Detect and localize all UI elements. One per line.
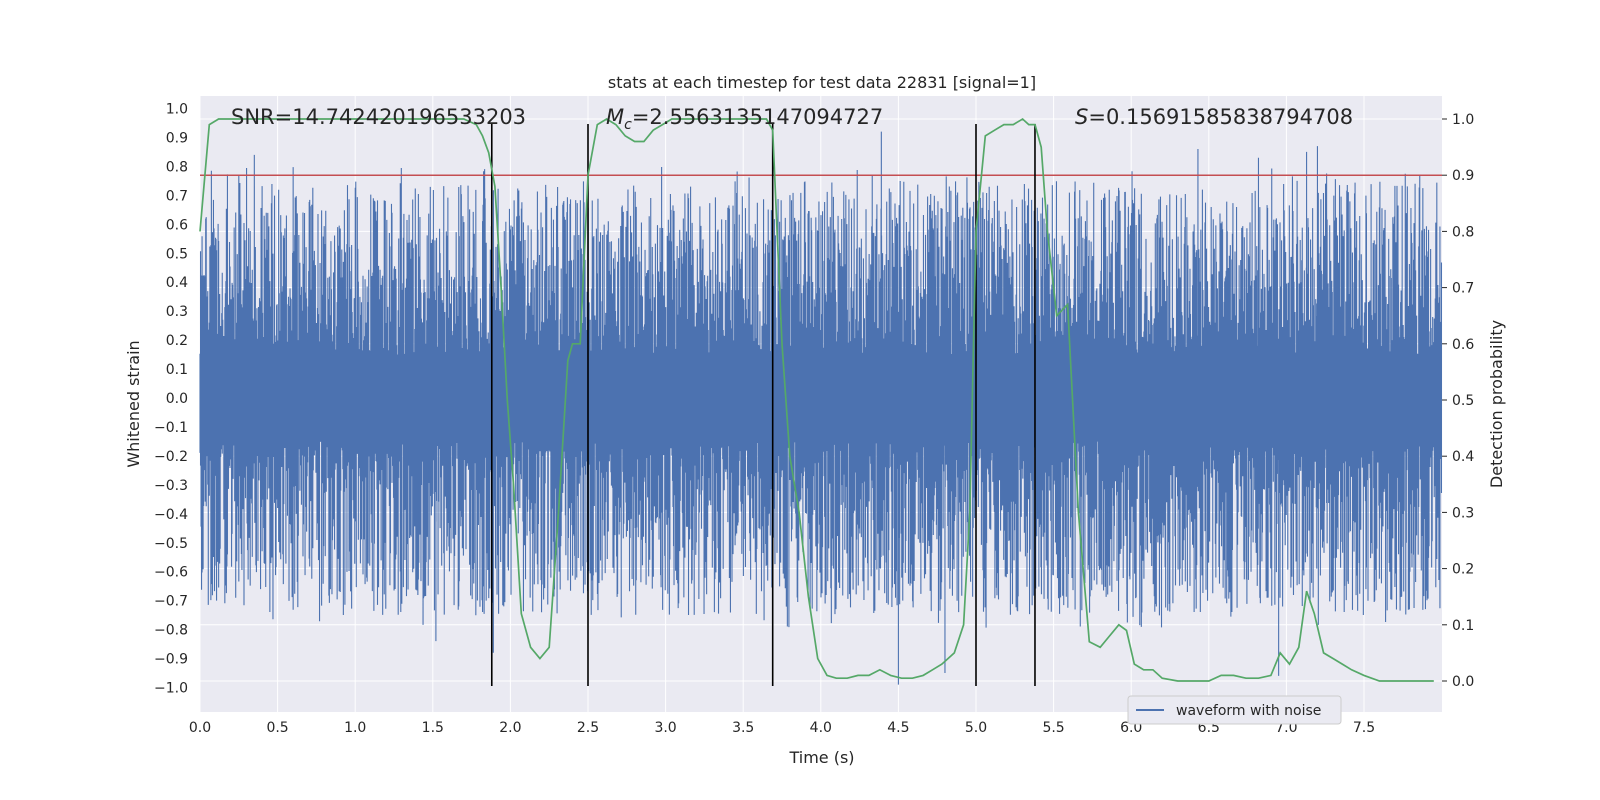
y-tick-label: −0.3 — [154, 478, 188, 494]
x-tick-label: 0.5 — [266, 720, 288, 736]
s-annotation: S=0.15691585838794708 — [1075, 105, 1353, 129]
y2-tick-label: 0.3 — [1452, 505, 1474, 521]
x-tick-label: 4.0 — [810, 720, 832, 736]
y2-tick-label: 0.0 — [1452, 674, 1474, 690]
x-tick-label: 7.5 — [1353, 720, 1375, 736]
x-tick-label: 1.0 — [344, 720, 366, 736]
legend-box — [1127, 695, 1342, 725]
y2-axis-label: Detection probability — [1487, 320, 1506, 488]
y2-tick-label: 0.6 — [1452, 337, 1474, 353]
y2-tick-label: 0.4 — [1452, 449, 1474, 465]
legend: waveform with noise — [1127, 695, 1342, 725]
y-ticks: 1.0 0.9 0.8 0.7 0.6 0.5 0.4 0.3 0.2 0.1 0.0 −0.1 −0.… — [154, 102, 188, 697]
x-tick-label: 3.5 — [732, 720, 754, 736]
y2-ticks: 1.0 0.9 0.8 0.7 0.6 0.5 0.4 0.3 0.2 0.1 0.0 — [1442, 112, 1474, 690]
y-tick-label: 0.7 — [166, 188, 188, 204]
y-tick-label: 0.0 — [166, 391, 188, 407]
vertical-marker-lines — [490, 124, 1036, 686]
x-tick-label: 3.0 — [654, 720, 676, 736]
y-tick-label: 0.2 — [166, 333, 188, 349]
s-value: =0.15691585838794708 — [1088, 105, 1353, 129]
y2-tick-label: 0.5 — [1452, 393, 1474, 409]
mc-value: =2.5563135147094727 — [632, 105, 883, 129]
legend-label: waveform with noise — [1176, 703, 1321, 719]
y2-tick-label: 0.1 — [1452, 618, 1474, 634]
x-tick-label: 1.5 — [422, 720, 444, 736]
y-tick-label: −0.5 — [154, 536, 188, 552]
y-tick-label: −0.7 — [154, 594, 188, 610]
mc-annotation: Mc=2.5563135147094727 — [606, 105, 883, 133]
snr-annotation: SNR=14.742420196533203 — [231, 105, 526, 129]
y-tick-label: 1.0 — [166, 102, 188, 118]
x-axis-label: Time (s) — [788, 748, 854, 767]
y2-tick-label: 1.0 — [1452, 112, 1474, 128]
y-tick-label: −0.8 — [154, 623, 188, 639]
y-tick-label: −1.0 — [154, 681, 188, 697]
y-tick-label: 0.9 — [166, 130, 188, 146]
x-tick-label: 5.5 — [1042, 720, 1064, 736]
y-tick-label: 0.3 — [166, 304, 188, 320]
y-tick-label: 0.4 — [166, 275, 188, 291]
detection-probability-line — [199, 117, 1434, 682]
y2-tick-label: 0.2 — [1452, 562, 1474, 578]
y-axis-label: Whitened strain — [124, 340, 143, 467]
mc-subscript: c — [624, 117, 632, 133]
y-tick-label: 0.6 — [166, 217, 188, 233]
y-tick-label: −0.6 — [154, 565, 188, 581]
strain-series — [199, 131, 1443, 685]
y-tick-label: −0.9 — [154, 652, 188, 668]
x-tick-label: 0.0 — [189, 720, 211, 736]
y-tick-label: 0.1 — [166, 362, 188, 378]
strain-path — [199, 131, 1443, 685]
y2-tick-label: 0.9 — [1452, 168, 1474, 184]
y-tick-label: −0.4 — [154, 507, 188, 523]
x-tick-label: 2.5 — [577, 720, 599, 736]
y-tick-label: −0.1 — [154, 420, 188, 436]
y2-tick-label: 0.8 — [1452, 224, 1474, 240]
s-symbol: S — [1075, 105, 1088, 129]
chart-title: stats at each timestep for test data 228… — [608, 73, 1036, 92]
y-tick-label: −0.2 — [154, 449, 188, 465]
y-tick-label: 0.5 — [166, 246, 188, 262]
y-tick-label: 0.8 — [166, 159, 188, 175]
x-tick-label: 2.0 — [499, 720, 521, 736]
x-tick-label: 4.5 — [887, 720, 909, 736]
y2-tick-label: 0.7 — [1452, 281, 1474, 297]
mc-symbol: M — [606, 105, 624, 129]
x-tick-label: 5.0 — [965, 720, 987, 736]
